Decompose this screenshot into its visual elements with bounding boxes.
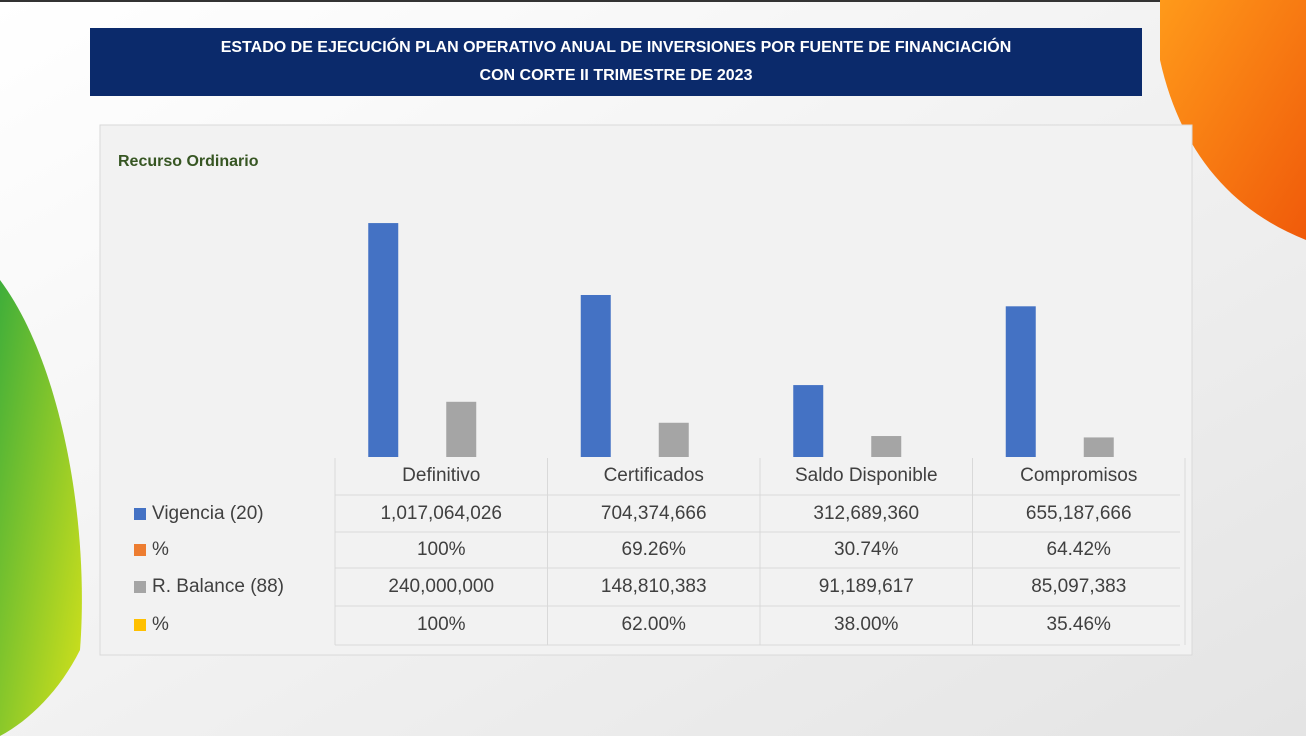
table-value: 240,000,000 [388,576,494,597]
table-value: 91,189,617 [819,576,914,597]
x-tick-label: Definitivo [402,465,480,486]
green-decoration [0,280,82,736]
bar [871,436,902,457]
title-banner [90,28,1142,96]
table-value: 85,097,383 [1031,576,1126,597]
legend-label: % [152,614,169,635]
bar [1083,437,1114,457]
bar [446,401,477,457]
legend-swatch [134,544,146,556]
table-value: 35.46% [1047,614,1112,635]
orange-decoration [1160,0,1306,240]
table-value: 148,810,383 [601,576,707,597]
chart-title: CON CORTE II TRIMESTRE DE 2023 [480,67,753,84]
table-value: 30.74% [834,539,899,560]
legend-label: Vigencia (20) [152,503,264,524]
table-value: 100% [417,539,466,560]
bar [658,422,689,457]
table-value: 704,374,666 [601,503,707,524]
legend-swatch [134,581,146,593]
legend-label: % [152,539,169,560]
legend-swatch [134,508,146,520]
x-tick-label: Certificados [604,465,704,486]
table-value: 38.00% [834,614,899,635]
bar [793,385,824,457]
bar [580,294,611,457]
table-value: 312,689,360 [813,503,919,524]
legend-label: R. Balance (88) [152,576,284,597]
table-value: 100% [417,614,466,635]
chart-title: ESTADO DE EJECUCIÓN PLAN OPERATIVO ANUAL… [221,37,1012,56]
x-tick-label: Compromisos [1020,465,1137,486]
bar [368,223,399,457]
legend-swatch [134,619,146,631]
table-value: 655,187,666 [1026,503,1132,524]
table-value: 69.26% [622,539,687,560]
bar [1005,306,1036,457]
table-value: 1,017,064,026 [380,503,502,524]
table-value: 64.42% [1047,539,1112,560]
x-tick-label: Saldo Disponible [795,465,938,486]
chart-subtitle: Recurso Ordinario [118,153,259,170]
table-value: 62.00% [622,614,687,635]
